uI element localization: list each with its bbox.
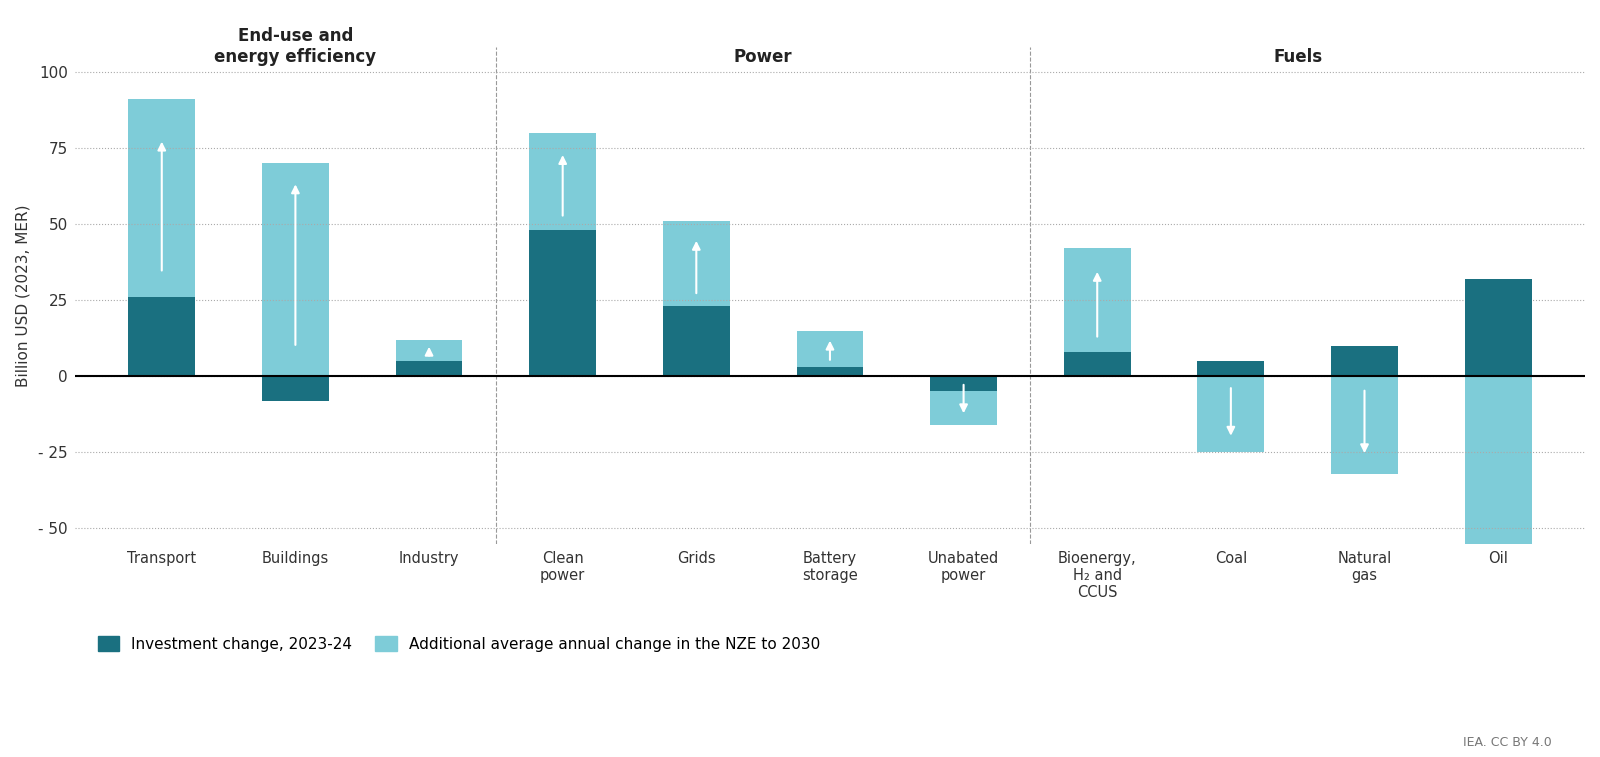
Bar: [1064, 248, 1131, 376]
Bar: [395, 340, 462, 376]
Bar: [1464, 376, 1531, 589]
Bar: [797, 331, 864, 376]
Bar: [530, 230, 597, 376]
Bar: [1331, 376, 1398, 474]
Bar: [662, 306, 730, 376]
Bar: [797, 367, 864, 376]
Text: IEA. CC BY 4.0: IEA. CC BY 4.0: [1464, 737, 1552, 749]
Y-axis label: Billion USD (2023, MER): Billion USD (2023, MER): [14, 204, 30, 387]
Text: Fuels: Fuels: [1274, 48, 1322, 66]
Text: End-use and
energy efficiency: End-use and energy efficiency: [214, 27, 376, 66]
Bar: [1064, 352, 1131, 376]
Bar: [1197, 361, 1264, 376]
Bar: [128, 99, 195, 376]
Text: Power: Power: [734, 48, 792, 66]
Bar: [395, 361, 462, 376]
Bar: [1331, 346, 1398, 376]
Bar: [662, 221, 730, 376]
Bar: [128, 297, 195, 376]
Legend: Investment change, 2023-24, Additional average annual change in the NZE to 2030: Investment change, 2023-24, Additional a…: [98, 636, 821, 652]
Bar: [262, 376, 330, 400]
Bar: [1464, 279, 1531, 376]
Bar: [930, 376, 997, 425]
Bar: [1197, 376, 1264, 452]
Bar: [262, 164, 330, 376]
Bar: [530, 132, 597, 376]
Bar: [930, 376, 997, 391]
